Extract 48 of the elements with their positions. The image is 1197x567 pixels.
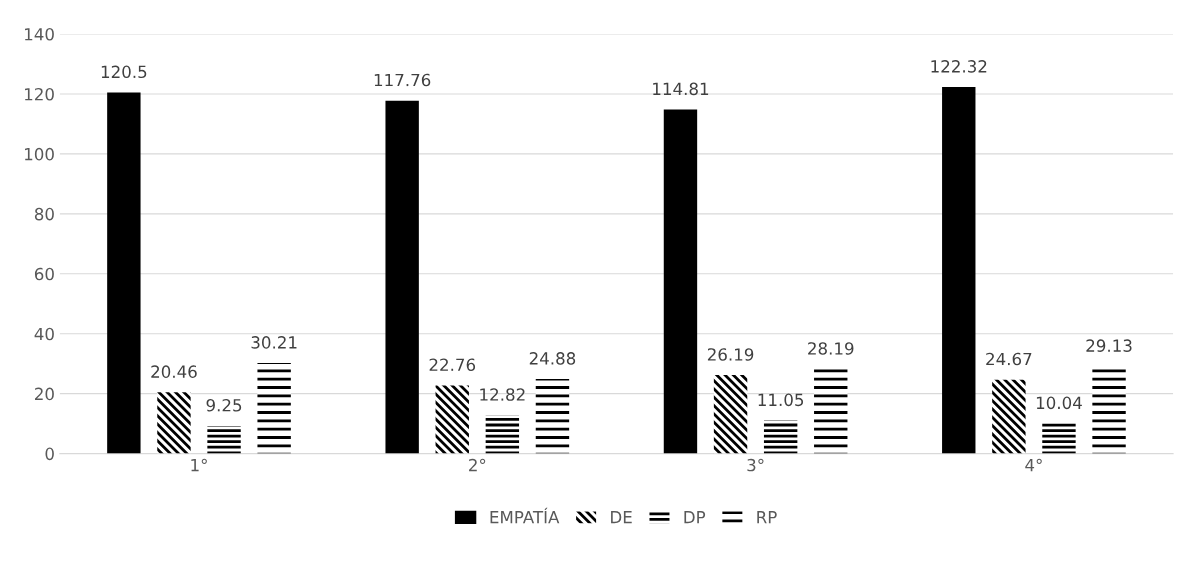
x-tick-label: 2° [469,458,486,472]
x-tick-label: 3° [747,458,764,472]
bar [157,392,191,454]
y-tick-label: 80 [34,207,54,221]
bar [207,425,241,454]
data-label: 117.76 [374,73,431,87]
data-label: 120.5 [101,65,147,79]
bar [663,109,698,454]
data-label: 24.67 [986,352,1032,366]
data-label: 114.81 [653,82,709,96]
data-label: 11.05 [758,393,804,407]
bar [385,100,419,454]
bar [485,415,520,454]
y-tick-label: 0 [45,447,54,461]
y-tick-label: 60 [34,267,54,281]
bar [535,379,570,454]
y-tick-label: 140 [25,27,54,41]
legend-label: RP [757,511,777,524]
x-tick-label: 1° [191,458,207,472]
bar [435,385,469,454]
y-tick-label: 120 [25,87,54,101]
x-tick-label: 4° [1025,458,1042,472]
data-label: 26.19 [707,348,754,361]
bar [1042,423,1076,454]
data-label: 122.32 [931,60,987,73]
bar [992,379,1026,454]
y-tick-label: 40 [34,327,54,341]
legend-label: DE [611,511,632,524]
data-label: 28.19 [808,342,854,355]
y-tick-label: 100 [25,147,54,161]
legend-label: DP [684,511,706,524]
data-label: 29.13 [1086,339,1132,352]
data-label: 22.76 [429,358,476,372]
data-label: 20.46 [151,365,197,378]
data-label: 10.04 [1036,396,1082,410]
bar [1092,366,1126,454]
bar [942,87,976,454]
bar [713,375,748,454]
data-label: 24.88 [529,352,576,365]
y-tick-label: 20 [35,387,54,401]
bar [107,92,141,454]
data-label: 12.82 [480,388,525,401]
data-label: 9.25 [206,398,242,412]
legend-label: EMPATÍA [490,507,560,524]
bar [257,363,291,454]
bar [814,369,848,454]
bar [763,420,798,454]
data-label: 30.21 [251,336,297,349]
